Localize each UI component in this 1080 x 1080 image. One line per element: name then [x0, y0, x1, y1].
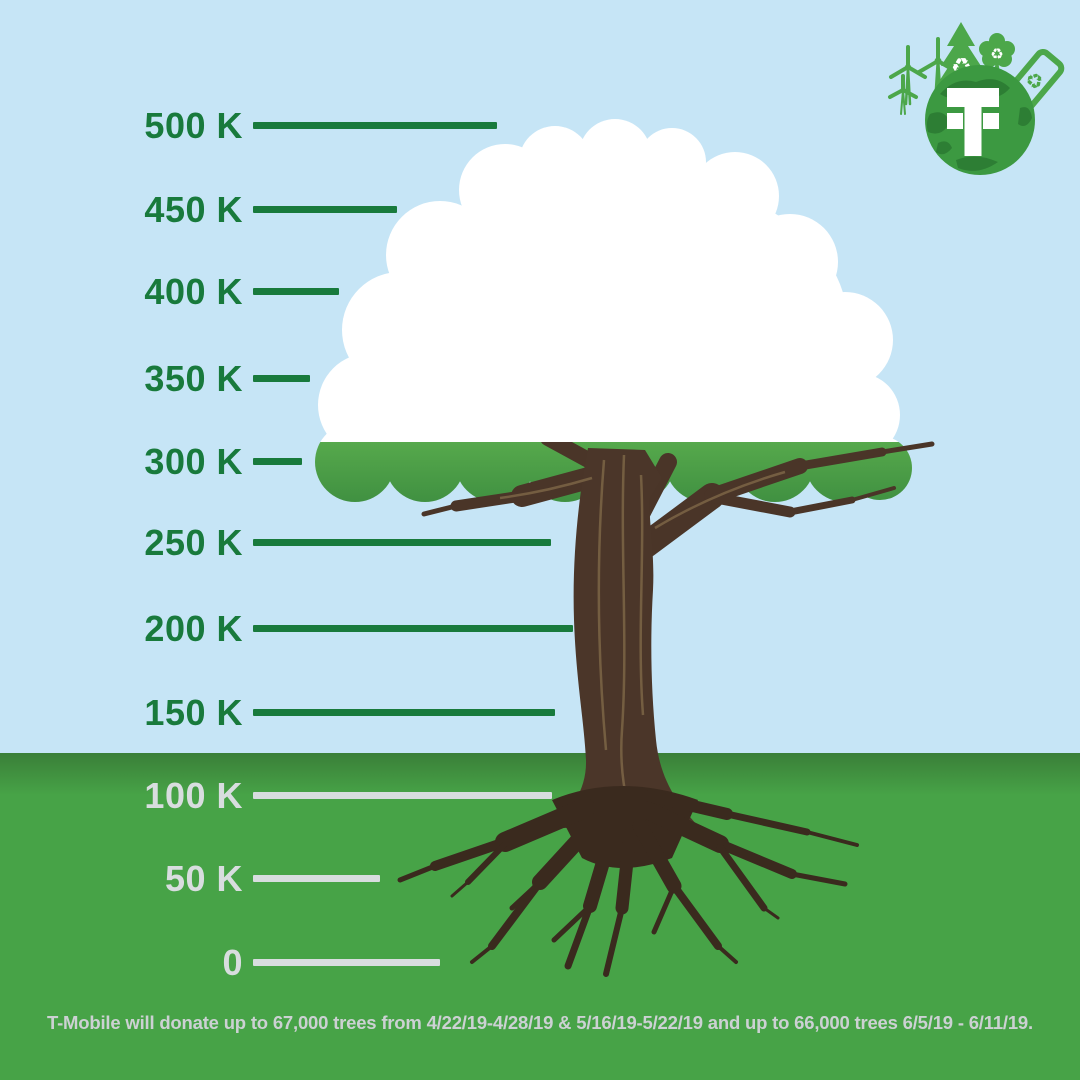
tree-roots — [397, 786, 859, 977]
scale-tick-label: 150 K — [144, 692, 243, 733]
scale-tick-line — [253, 625, 573, 632]
scale-tick-label: 0 — [222, 942, 243, 983]
wind-turbines-icon — [888, 37, 959, 115]
scale-tick-label: 250 K — [144, 522, 243, 563]
recycle-icon: ♻ — [990, 45, 1003, 63]
scale-tick-label: 50 K — [164, 858, 243, 899]
t-mobile-eco-logo: ♻ ♻ ♻ — [888, 22, 1065, 175]
globe-icon — [925, 65, 1035, 175]
scale-tick-line — [253, 288, 339, 295]
scale-tick-line — [253, 375, 310, 382]
scale-tick-line — [253, 875, 380, 882]
scale-tick-line — [253, 206, 397, 213]
t-mobile-t-mark — [947, 88, 999, 156]
ground — [0, 753, 1080, 1080]
scale-tick-label: 450 K — [144, 189, 243, 230]
tree-trunk — [499, 448, 786, 828]
scale-tick-line — [253, 122, 497, 129]
scale-tick-label: 100 K — [144, 775, 243, 816]
footnote: T-Mobile will donate up to 67,000 trees … — [47, 1012, 1033, 1033]
scale-tick-label: 200 K — [144, 608, 243, 649]
flower-tree-recycle-icon: ♻ — [979, 33, 1015, 74]
scale-tick-label: 500 K — [144, 105, 243, 146]
scale-tick-line — [253, 959, 440, 966]
scale-tick-label: 300 K — [144, 441, 243, 482]
scale-tick-label: 400 K — [144, 271, 243, 312]
scale-tick-line — [253, 458, 302, 465]
scale-tick-line — [253, 539, 551, 546]
scale-tick-line — [253, 709, 555, 716]
scale-tick-label: 350 K — [144, 358, 243, 399]
scale-tick-line — [253, 792, 552, 799]
